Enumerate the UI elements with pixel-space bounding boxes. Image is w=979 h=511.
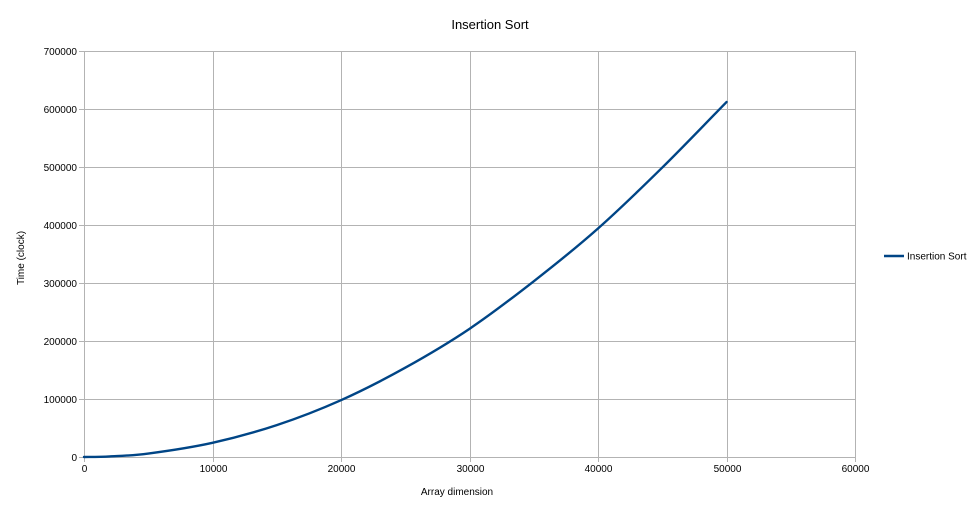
y-tick-label: 500000	[44, 163, 78, 174]
x-axis-label: Array dimension	[421, 487, 493, 498]
x-tick-label: 10000	[200, 464, 228, 475]
y-tick-label: 200000	[44, 337, 78, 348]
x-tick-label: 40000	[585, 464, 613, 475]
legend-label: Insertion Sort	[907, 252, 967, 263]
x-axis-ticks: 0 10000 20000 30000 40000 50000 60000	[82, 457, 870, 475]
y-axis-label: Time (clock)	[16, 231, 27, 285]
y-tick-label: 100000	[44, 395, 78, 406]
y-tick-label: 600000	[44, 105, 78, 116]
x-tick-label: 0	[82, 464, 88, 475]
x-tick-label: 50000	[714, 464, 742, 475]
legend: Insertion Sort	[884, 252, 967, 263]
y-axis-ticks: 0 100000 200000 300000 400000 500000 600000 700…	[44, 47, 84, 464]
grid-lines	[84, 51, 856, 458]
x-tick-label: 30000	[457, 464, 485, 475]
y-tick-label: 400000	[44, 221, 78, 232]
chart-title: Insertion Sort	[451, 17, 529, 32]
x-tick-label: 60000	[842, 464, 870, 475]
x-tick-label: 20000	[328, 464, 356, 475]
y-tick-label: 700000	[44, 47, 78, 58]
series-layer	[82, 100, 728, 459]
y-tick-label: 0	[71, 453, 77, 464]
y-tick-label: 300000	[44, 279, 78, 290]
series-line-insertion-sort	[82, 100, 728, 459]
